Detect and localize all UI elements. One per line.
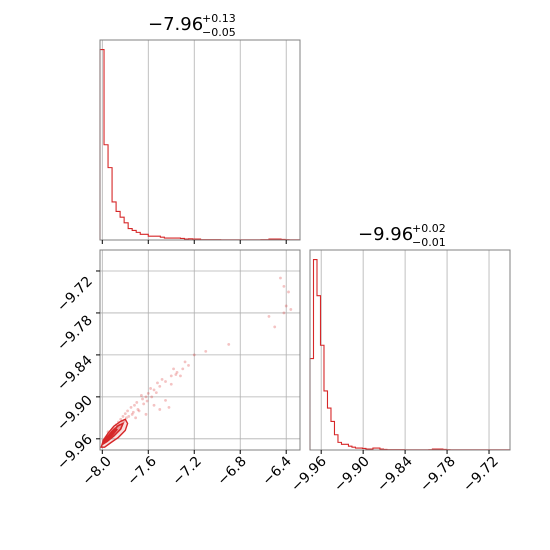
scatter-y-tick-labels: −9.72 −9.78 −9.84 −9.90 −9.96 [54, 274, 96, 474]
scatter-point [169, 374, 173, 378]
scatter-point [133, 403, 136, 407]
scatter-point [129, 405, 133, 409]
hist-top-title-minus: −0.05 [202, 26, 236, 39]
axes-frame [99, 249, 301, 451]
scatter-point [127, 415, 131, 418]
scatter-point [267, 315, 271, 318]
scatter-y-tick-label: −9.90 [54, 393, 96, 435]
scatter-point [174, 373, 178, 376]
scatter-point [144, 412, 148, 416]
scatter-point [273, 325, 277, 329]
hist-right-title-plus: +0.02 [412, 222, 446, 235]
axes-frame [99, 39, 301, 241]
hist-top-title-plus: +0.13 [202, 12, 236, 25]
contour-inner [102, 428, 118, 443]
scatter-point [167, 405, 171, 409]
scatter-point [149, 387, 152, 390]
scatter-y-tick-label: −9.84 [54, 352, 96, 394]
axes-frame [309, 249, 511, 451]
scatter-point [152, 403, 156, 407]
hist-right-x-tick-label: −9.96 [288, 453, 330, 495]
scatter-panel [96, 249, 301, 454]
scatter-x-tick-label: −7.2 [169, 454, 204, 489]
scatter-point [142, 402, 146, 406]
scatter-point [126, 409, 129, 413]
hist-top-title-value: −7.96 [148, 14, 203, 35]
scatter-point [156, 381, 159, 385]
hist-right-x-tick-label: −9.72 [460, 454, 502, 496]
hist-right-panel [309, 249, 511, 454]
scatter-point [152, 388, 156, 392]
scatter-x-tick-label: −8.0 [79, 454, 114, 489]
scatter-point [204, 349, 208, 353]
scatter-point [125, 416, 128, 420]
scatter-point [169, 382, 173, 386]
scatter-point [123, 412, 127, 416]
scatter-x-tick-label: −6.8 [214, 454, 249, 489]
scatter-point [164, 398, 167, 402]
hist-right-title-minus: −0.01 [412, 236, 446, 249]
scatter-point [154, 391, 158, 395]
scatter-point [137, 409, 141, 413]
scatter-point [131, 410, 135, 414]
histogram-step-line [309, 258, 511, 451]
scatter-x-tick-labels: −8.0 −7.6 −7.2 −6.8 −6.4 [79, 453, 294, 488]
hist-top-panel [99, 39, 301, 244]
scatter-point [282, 311, 286, 315]
scatter-point [192, 353, 196, 357]
scatter-point [119, 417, 123, 421]
scatter-point [181, 367, 185, 371]
scatter-point [287, 290, 290, 294]
scatter-point [160, 377, 164, 381]
scatter-y-tick-label: −9.78 [54, 313, 96, 355]
scatter-point [135, 401, 139, 404]
scatter-point [183, 360, 187, 364]
hist-right-title: −9.96 +0.02 −0.01 [358, 222, 446, 249]
scatter-point [136, 408, 140, 411]
scatter-point [172, 367, 175, 371]
scatter-point [139, 394, 143, 397]
scatter-point [279, 276, 282, 280]
scatter-point [289, 308, 293, 311]
scatter-point [146, 391, 150, 395]
scatter-point [150, 395, 154, 399]
scatter-point [179, 374, 182, 378]
scatter-point [121, 415, 125, 418]
hist-top-title: −7.96 +0.13 −0.05 [148, 12, 236, 39]
scatter-x-tick-label: −7.6 [124, 453, 159, 488]
scatter-point [164, 380, 167, 383]
scatter-point [130, 412, 134, 416]
scatter-point [284, 304, 288, 308]
scatter-point [175, 370, 179, 374]
scatter-point [144, 395, 148, 399]
hist-right-x-tick-label: −9.84 [374, 453, 416, 495]
scatter-point [134, 416, 138, 420]
hist-right-x-tick-label: −9.78 [417, 454, 459, 496]
scatter-point [158, 384, 162, 388]
scatter-point [187, 363, 190, 367]
scatter-y-tick-label: −9.72 [54, 274, 96, 316]
scatter-point [141, 397, 144, 401]
hist-right-x-tick-label: −9.90 [331, 454, 373, 496]
scatter-point [145, 399, 149, 403]
scatter-point [282, 284, 286, 288]
scatter-point [158, 408, 162, 411]
hist-right-x-tick-labels: −9.96 −9.90 −9.84 −9.78 −9.72 [288, 453, 502, 495]
hist-right-title-value: −9.96 [358, 224, 413, 245]
scatter-point [227, 343, 231, 346]
histogram-step-line [99, 48, 301, 241]
